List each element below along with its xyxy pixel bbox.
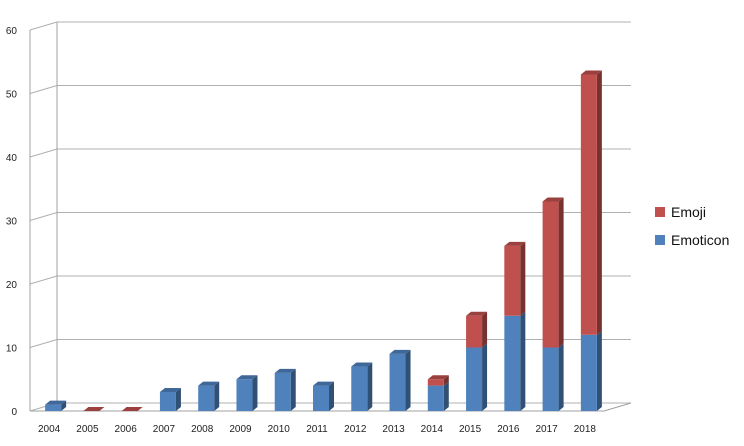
legend-swatch-emoji [655,207,665,217]
axes [29,22,632,412]
bar-emoji-2014 [427,375,449,386]
bar-emoji-2006 [121,407,143,411]
gridline-depth [29,148,58,158]
x-tick-label: 2017 [535,424,558,435]
x-tick-label: 2004 [38,424,61,435]
bar-emoticon-2004 [45,400,67,411]
bar-emoticon-2014 [427,381,449,411]
x-tick-label: 2006 [115,424,138,435]
gridline-depth [29,212,58,221]
bars [45,70,602,411]
x-tick-label: 2011 [306,424,328,435]
tick-labels: 0 10 20 30 40 50 60 2004 2005 2006 2007 2008 2009 201… [6,26,597,435]
y-tick-label: 50 [6,90,18,101]
bar-emoji-2005 [83,407,105,411]
legend-swatch-emoticon [655,235,665,245]
x-tick-label: 2005 [76,424,99,435]
x-tick-label: 2014 [421,424,444,435]
y-tick-label: 20 [6,280,18,291]
y-tick-label: 40 [6,153,18,164]
y-tick-label: 0 [11,407,17,418]
bar-emoji-2017 [542,197,564,348]
y-tick-label: 10 [6,344,18,355]
x-tick-label: 2016 [497,424,520,435]
bar-emoticon-2008 [198,381,220,411]
bar-emoticon-2013 [389,349,411,411]
bar-emoji-2018 [580,70,602,335]
y-tick-label: 30 [6,217,18,228]
legend: Emoji Emoticon [655,204,729,248]
gridline-depth [29,275,58,285]
bar-emoticon-2010 [274,368,296,411]
bar-emoticon-2012 [351,362,373,411]
x-tick-label: 2009 [229,424,252,435]
x-tick-label: 2013 [382,424,405,435]
bar-emoji-2016 [504,241,526,316]
x-tick-label: 2015 [459,424,482,435]
x-tick-label: 2010 [268,424,291,435]
y-tick-label: 60 [6,26,18,37]
gridline-depth [29,339,58,348]
x-tick-label: 2018 [574,424,597,435]
gridlines [29,21,631,412]
gridline-depth [29,21,58,31]
x-axis-depth-line [603,402,632,412]
bar-emoticon-2018 [580,330,602,411]
x-tick-label: 2007 [153,424,176,435]
legend-label-emoji: Emoji [671,204,706,220]
bar-emoticon-2009 [236,375,258,411]
x-tick-label: 2008 [191,424,214,435]
bar-emoji-2015 [466,311,488,348]
bar-emoticon-2015 [466,343,488,411]
bar-emoticon-2017 [542,343,564,411]
bar-emoticon-2011 [313,381,334,411]
bar-emoticon-2007 [159,387,181,411]
x-tick-label: 2012 [344,424,367,435]
gridline-depth [29,85,58,94]
legend-label-emoticon: Emoticon [671,232,729,248]
bar-emoticon-2016 [504,311,526,411]
